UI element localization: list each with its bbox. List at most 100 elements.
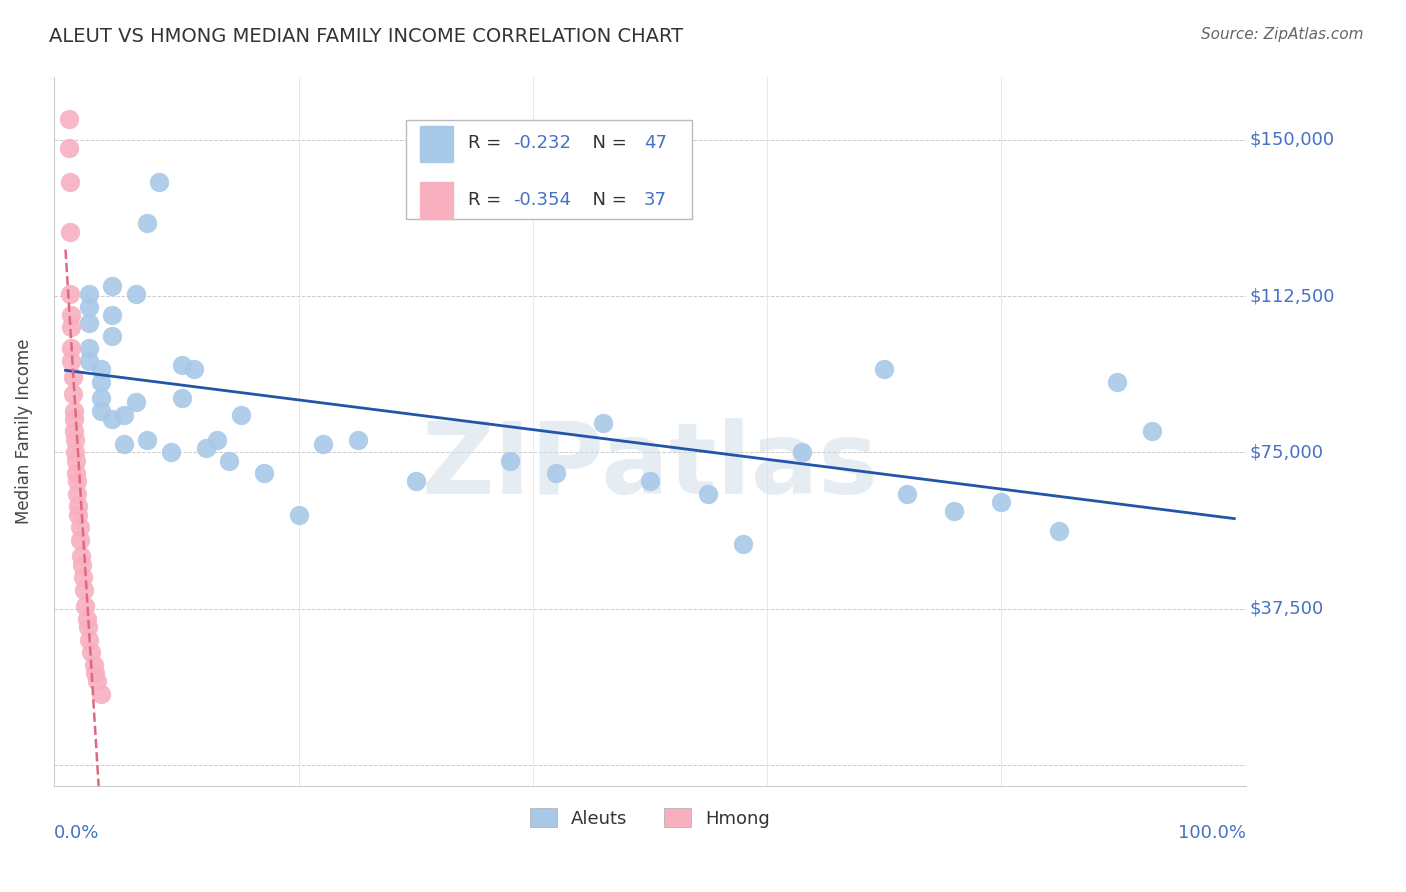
Point (60, 308, 83, 322)
Point (76, 620, 98, 634)
FancyBboxPatch shape (420, 126, 453, 162)
Text: Source: ZipAtlas.com: Source: ZipAtlas.com (1201, 27, 1364, 42)
Text: $112,500: $112,500 (1250, 287, 1336, 305)
Point (148, 175, 170, 189)
Point (790, 445, 813, 459)
Point (66, 475, 89, 489)
Text: ALEUT VS HMONG MEDIAN FAMILY INCOME CORRELATION CHART: ALEUT VS HMONG MEDIAN FAMILY INCOME CORR… (49, 27, 683, 45)
Text: R =: R = (468, 135, 506, 153)
Point (1047, 524, 1070, 539)
Text: $75,000: $75,000 (1250, 443, 1323, 461)
Point (86, 674, 108, 689)
Point (112, 408, 135, 422)
Point (546, 466, 568, 480)
Point (288, 508, 311, 522)
Point (136, 433, 159, 447)
Point (90, 687, 112, 701)
Text: 47: 47 (644, 135, 666, 153)
Point (65, 453, 87, 467)
Point (346, 433, 368, 447)
Point (194, 441, 217, 455)
Point (62, 387, 84, 401)
Text: N =: N = (581, 191, 633, 209)
Point (63, 445, 86, 459)
Point (76, 612, 98, 626)
Point (59, 225, 82, 239)
Point (60, 320, 83, 334)
Text: -0.232: -0.232 (513, 135, 571, 153)
Y-axis label: Median Family Income: Median Family Income (15, 339, 32, 524)
Text: 0.0%: 0.0% (53, 824, 100, 842)
Point (1142, 425, 1164, 439)
Point (172, 391, 194, 405)
Point (405, 475, 427, 489)
Point (124, 287, 146, 301)
Point (77, 341, 100, 355)
Point (77, 316, 100, 330)
Point (83, 657, 105, 672)
Point (101, 328, 124, 343)
Text: N =: N = (581, 135, 633, 153)
Point (66, 487, 89, 501)
Point (183, 362, 205, 376)
Point (90, 403, 112, 417)
Point (58, 141, 80, 155)
Point (62, 370, 84, 384)
Legend: Aleuts, Hmong: Aleuts, Hmong (520, 799, 779, 837)
Point (159, 445, 181, 459)
Point (67, 508, 90, 522)
Text: $37,500: $37,500 (1250, 599, 1324, 617)
Point (90, 375, 112, 389)
Point (73, 582, 96, 597)
Point (638, 475, 661, 489)
Point (990, 495, 1012, 509)
Point (311, 437, 333, 451)
Point (101, 278, 124, 293)
Point (207, 433, 229, 447)
Text: ZIPatlas: ZIPatlas (422, 418, 879, 516)
Text: R =: R = (468, 191, 506, 209)
Text: -0.354: -0.354 (513, 191, 571, 209)
Point (77, 287, 100, 301)
Point (77, 353, 100, 368)
Point (124, 395, 146, 409)
Point (136, 216, 159, 230)
Point (101, 308, 124, 322)
Point (253, 466, 276, 480)
Point (59, 175, 82, 189)
FancyBboxPatch shape (405, 120, 692, 219)
Point (62, 403, 84, 417)
Point (697, 487, 720, 501)
Point (592, 416, 614, 430)
Point (69, 520, 91, 534)
Point (65, 466, 87, 480)
Point (229, 408, 252, 422)
Point (218, 453, 240, 467)
Point (63, 433, 86, 447)
Point (59, 287, 82, 301)
Point (90, 362, 112, 376)
Point (77, 632, 100, 647)
Point (77, 300, 100, 314)
Point (58, 112, 80, 127)
Point (60, 341, 83, 355)
Point (80, 645, 103, 659)
Point (83, 666, 105, 681)
Point (498, 453, 520, 467)
Point (101, 412, 124, 426)
Point (69, 533, 91, 547)
Text: $150,000: $150,000 (1250, 131, 1334, 149)
FancyBboxPatch shape (420, 182, 453, 219)
Point (72, 570, 94, 584)
Point (62, 412, 84, 426)
Point (1107, 375, 1129, 389)
Point (112, 437, 135, 451)
Point (60, 353, 83, 368)
Point (733, 537, 755, 551)
Point (67, 500, 90, 514)
Point (942, 503, 965, 517)
Point (172, 358, 194, 372)
Text: 37: 37 (644, 191, 666, 209)
Point (70, 558, 93, 572)
Point (69, 549, 91, 564)
